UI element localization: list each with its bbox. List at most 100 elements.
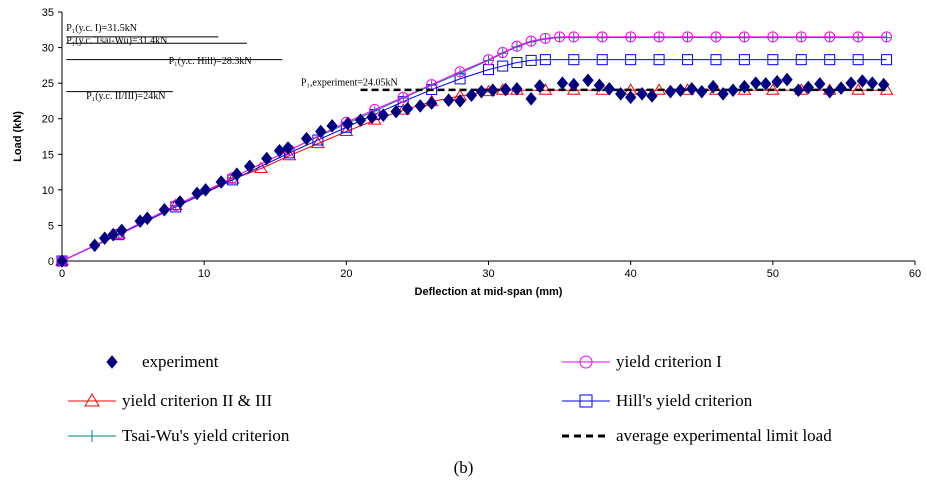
annotation-label: P₁(y.c. Tsai-Wu)=31.4kN	[66, 35, 167, 46]
series-line	[61, 59, 887, 262]
data-point-circle	[625, 31, 637, 43]
data-point-diamond	[465, 88, 478, 103]
legend-item-average-experimental-limit-load: average experimental limit load	[560, 426, 832, 446]
data-point-diamond	[199, 183, 212, 197]
data-point-diamond	[646, 89, 658, 103]
data-point-circle	[710, 31, 722, 43]
data-point-diamond	[326, 119, 338, 133]
y-tick-label: 35	[42, 7, 54, 19]
data-point-diamond	[141, 211, 153, 226]
data-point-diamond	[727, 83, 739, 98]
data-point-diamond	[354, 113, 367, 127]
data-point-circle	[454, 66, 466, 78]
legend-item-hills-yield-criterion: Hill's yield criterion	[560, 391, 752, 411]
data-point-square	[625, 54, 637, 66]
data-point-diamond	[414, 99, 426, 113]
data-point-diamond	[454, 94, 466, 108]
data-point-diamond	[686, 82, 698, 96]
data-point-diamond	[261, 151, 273, 166]
data-point-diamond	[158, 202, 171, 217]
data-point-plus	[682, 32, 693, 43]
series-line	[61, 89, 887, 262]
data-point-circle	[525, 35, 537, 47]
legend-label: experiment	[142, 352, 219, 371]
data-point-diamond	[664, 84, 677, 99]
data-point-plus	[568, 32, 579, 43]
data-point-diamond	[636, 87, 648, 101]
data-point-diamond	[824, 84, 836, 99]
legend-item-yield-criterion-i: yield criterion I	[560, 352, 722, 372]
data-point-square	[767, 54, 779, 66]
legend-marker-square-icon	[562, 394, 610, 408]
data-point-plus	[881, 32, 892, 43]
data-point-diamond	[603, 82, 615, 96]
x-tick-label: 20	[340, 268, 352, 280]
data-point-diamond	[377, 108, 389, 122]
data-point-square	[795, 54, 807, 66]
figure-caption: (b)	[453, 458, 474, 477]
series-tsai-wu-s-yield-criterion	[57, 32, 892, 266]
data-point-diamond	[98, 231, 111, 246]
data-point-diamond	[771, 74, 783, 89]
data-point-diamond	[366, 110, 378, 125]
data-point-diamond	[174, 195, 186, 209]
data-point-diamond	[273, 143, 286, 158]
data-point-diamond	[802, 80, 815, 95]
data-point-plus	[710, 32, 721, 43]
data-point-square	[596, 54, 608, 66]
y-tick-label: 5	[48, 220, 54, 232]
data-point-circle	[738, 31, 750, 43]
data-point-diamond	[878, 77, 890, 92]
data-point-diamond	[717, 87, 729, 101]
data-point-diamond	[556, 76, 569, 90]
x-axis-title: Deflection at mid-span (mm)	[415, 286, 563, 298]
data-point-diamond	[814, 77, 826, 91]
data-point-triangle	[84, 393, 100, 407]
data-point-circle	[767, 31, 779, 43]
data-point-diamond	[315, 124, 327, 139]
data-point-circle	[483, 54, 494, 66]
series-yield-criterion-ii-iii	[55, 83, 894, 266]
data-point-square	[539, 54, 551, 66]
data-point-diamond	[116, 223, 128, 238]
data-point-plus	[796, 32, 807, 43]
data-point-plus	[625, 32, 636, 43]
data-point-diamond	[244, 159, 256, 174]
data-point-circle	[795, 31, 807, 43]
data-point-triangle	[339, 124, 354, 137]
annotation-label: P₁(y.c. Hill)=28.3kN	[169, 56, 252, 67]
data-point-diamond	[525, 92, 537, 106]
legend-marker-diamond-icon	[106, 355, 118, 369]
data-point-diamond	[625, 90, 637, 105]
data-point-diamond	[342, 116, 354, 131]
data-point-diamond	[231, 167, 243, 181]
data-point-circle	[554, 31, 566, 43]
data-point-square	[312, 134, 324, 146]
annotation-label: P₁(y.c. I)=31.5kN	[66, 23, 137, 34]
legend-marker-triangle-icon	[68, 393, 116, 407]
data-point-circle	[852, 31, 864, 43]
data-point-square	[738, 54, 750, 66]
load-deflection-chart: 0 10 20 30 40 50 60 0 5 10 15 20 25 30 35 P₁(y.c. I)=3…	[12, 7, 921, 298]
legend-label: Tsai-Wu's yield criterion	[122, 426, 290, 445]
data-point-diamond	[534, 79, 546, 93]
data-point-plus	[426, 80, 437, 91]
data-point-plus	[497, 48, 508, 59]
x-tick-label: 50	[767, 268, 779, 280]
legend-label: yield criterion I	[616, 352, 722, 371]
data-point-diamond	[282, 141, 294, 155]
data-point-diamond	[856, 74, 869, 88]
data-point-circle	[497, 47, 509, 59]
data-point-diamond	[215, 175, 227, 189]
data-point-square	[682, 54, 694, 66]
data-point-square	[579, 394, 593, 408]
data-point-circle	[397, 91, 409, 103]
data-point-diamond	[674, 83, 687, 98]
data-point-circle	[653, 31, 665, 43]
data-point-diamond	[582, 73, 594, 88]
data-point-diamond	[390, 104, 402, 119]
axes: 0 10 20 30 40 50 60 0 5 10 15 20 25 30 35	[42, 7, 921, 280]
y-tick-label: 20	[42, 114, 54, 126]
data-point-plus	[483, 55, 494, 66]
